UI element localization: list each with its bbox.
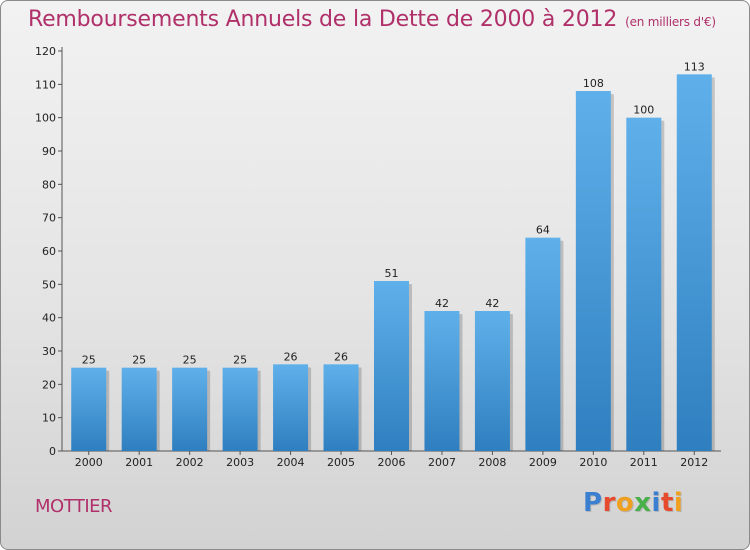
bar-value-label: 25 bbox=[183, 354, 197, 367]
bar bbox=[474, 311, 510, 451]
y-tick-label: 60 bbox=[42, 245, 56, 258]
y-tick-label: 90 bbox=[42, 145, 56, 158]
y-tick-label: 0 bbox=[49, 445, 56, 458]
brand-letter: P bbox=[583, 488, 603, 518]
bar-value-label: 51 bbox=[385, 267, 399, 280]
y-tick-label: 80 bbox=[42, 178, 56, 191]
bar-value-label: 26 bbox=[334, 350, 348, 363]
bar-value-label: 25 bbox=[82, 354, 96, 367]
brand-letter: i bbox=[651, 488, 661, 518]
bar bbox=[424, 311, 460, 451]
bar bbox=[273, 364, 309, 451]
y-tick-label: 110 bbox=[35, 78, 56, 91]
brand-letter: i bbox=[673, 488, 684, 518]
brand-letter: o bbox=[615, 488, 635, 518]
x-tick-label: 2012 bbox=[680, 456, 708, 469]
x-tick-label: 2006 bbox=[378, 456, 406, 469]
brand-letter: x bbox=[634, 488, 652, 518]
bar-value-label: 42 bbox=[485, 297, 499, 310]
bar-value-label: 26 bbox=[284, 350, 298, 363]
brand-logo: Proxiti bbox=[583, 488, 683, 518]
brand-letter: r bbox=[602, 488, 616, 518]
bar bbox=[575, 91, 611, 451]
place-name: MOTTIER bbox=[35, 496, 113, 517]
y-tick-label: 40 bbox=[42, 312, 56, 325]
bar-value-label: 25 bbox=[233, 354, 247, 367]
x-tick-label: 2004 bbox=[277, 456, 305, 469]
bar-value-label: 25 bbox=[132, 354, 146, 367]
bar bbox=[121, 367, 157, 451]
y-tick-label: 20 bbox=[42, 378, 56, 391]
x-tick-label: 2008 bbox=[478, 456, 506, 469]
y-tick-label: 30 bbox=[42, 345, 56, 358]
bar bbox=[374, 281, 409, 451]
bar bbox=[525, 237, 561, 451]
x-tick-label: 2007 bbox=[428, 456, 456, 469]
x-tick-label: 2001 bbox=[125, 456, 153, 469]
bar-value-label: 64 bbox=[536, 224, 550, 237]
y-tick-label: 120 bbox=[35, 45, 56, 58]
x-tick-label: 2000 bbox=[75, 456, 103, 469]
x-tick-label: 2005 bbox=[327, 456, 355, 469]
x-tick-label: 2010 bbox=[579, 456, 607, 469]
y-tick-label: 70 bbox=[42, 212, 56, 225]
bar bbox=[676, 74, 712, 451]
bar bbox=[222, 367, 258, 451]
bar-value-label: 100 bbox=[633, 104, 654, 117]
chart-title-text: Remboursements Annuels de la Dette de 20… bbox=[28, 7, 618, 32]
brand-letter: t bbox=[660, 488, 674, 518]
y-tick-label: 50 bbox=[42, 278, 56, 291]
x-tick-label: 2002 bbox=[176, 456, 204, 469]
bar bbox=[626, 117, 662, 452]
bar-value-label: 113 bbox=[684, 60, 705, 73]
chart-title: Remboursements Annuels de la Dette de 20… bbox=[28, 7, 716, 32]
bar bbox=[323, 364, 359, 451]
y-tick-label: 100 bbox=[35, 112, 56, 125]
chart-unit-note: (en milliers d'€) bbox=[625, 15, 716, 29]
bar-value-label: 108 bbox=[583, 77, 604, 90]
x-tick-label: 2009 bbox=[529, 456, 557, 469]
bar bbox=[71, 367, 107, 451]
x-tick-label: 2003 bbox=[226, 456, 254, 469]
y-tick-label: 10 bbox=[42, 412, 56, 425]
bar bbox=[172, 367, 208, 451]
x-tick-label: 2011 bbox=[630, 456, 658, 469]
bar-value-label: 42 bbox=[435, 297, 449, 310]
